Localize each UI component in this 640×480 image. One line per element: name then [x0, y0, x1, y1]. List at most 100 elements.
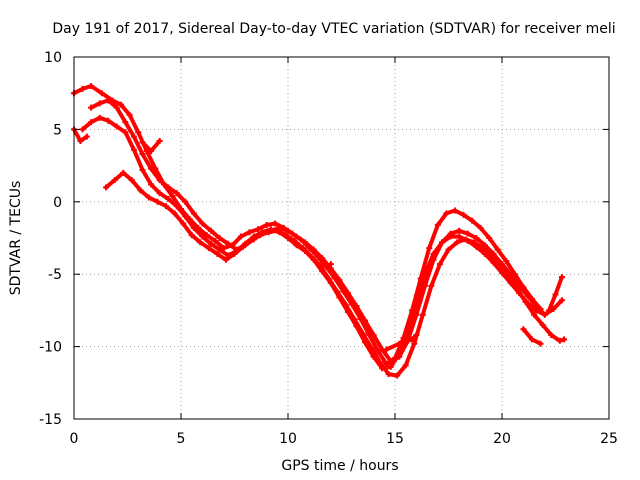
data-point — [139, 166, 146, 173]
y-axis-label: SDTVAR / TECUs — [8, 181, 24, 296]
data-point — [88, 119, 95, 126]
x-tick-label: 20 — [493, 431, 511, 447]
data-point — [130, 133, 137, 140]
data-point — [561, 336, 568, 343]
data-point — [334, 288, 341, 295]
data-point — [394, 372, 401, 379]
data-point — [473, 235, 480, 241]
data-point — [327, 261, 334, 268]
data-point — [396, 340, 403, 347]
data-point — [207, 227, 214, 234]
data-point — [325, 275, 332, 282]
data-point — [443, 210, 450, 217]
data-point — [137, 187, 144, 194]
data-point — [225, 240, 232, 247]
data-point — [173, 190, 180, 197]
data-point — [464, 230, 471, 237]
data-point — [165, 184, 172, 191]
data-point — [111, 177, 118, 184]
data-point — [558, 297, 565, 304]
x-tick-label: 10 — [279, 431, 297, 447]
data-point — [88, 82, 95, 89]
data-point — [456, 233, 463, 240]
data-point — [293, 233, 300, 240]
data-point — [426, 245, 433, 252]
data-point — [411, 340, 418, 347]
data-point — [282, 232, 289, 239]
data-point — [359, 330, 366, 337]
label-layer: 0 5 10 15 20 25 10 5 0 -5 -10 -15 — [39, 50, 618, 447]
data-point — [462, 236, 469, 243]
data-point — [96, 114, 103, 121]
data-point — [197, 239, 204, 246]
data-point — [319, 255, 326, 262]
data-point — [182, 198, 189, 205]
data-point — [257, 232, 264, 239]
data-point — [272, 220, 279, 227]
data-point — [163, 203, 170, 210]
data-point — [79, 126, 86, 133]
data-point — [96, 100, 103, 107]
data-point — [402, 362, 409, 369]
data-point — [490, 259, 497, 266]
data-point — [528, 336, 535, 343]
data-point — [370, 332, 377, 339]
data-point — [374, 347, 381, 354]
plot-frame — [73, 56, 610, 420]
data-point — [385, 371, 392, 378]
data-point — [541, 311, 548, 318]
data-point — [118, 101, 125, 108]
data-point — [214, 250, 221, 257]
data-point — [454, 239, 461, 246]
data-point — [383, 346, 390, 353]
data-point — [447, 233, 454, 240]
x-tick-label: 15 — [386, 431, 404, 447]
y-tick-label: 10 — [44, 50, 62, 66]
data-point — [156, 137, 163, 144]
data-point — [255, 226, 262, 233]
data-point — [302, 239, 309, 246]
data-point — [344, 290, 351, 297]
data-point — [396, 350, 403, 357]
data-point — [362, 317, 369, 324]
data-point — [88, 104, 95, 111]
data-point — [477, 224, 484, 231]
data-point — [323, 263, 330, 270]
y-tick-label: -15 — [39, 412, 62, 428]
data-point — [471, 239, 478, 246]
data-point — [231, 250, 238, 257]
data-point — [428, 282, 435, 289]
data-point — [285, 227, 291, 234]
data-point — [145, 194, 152, 201]
data-point — [436, 261, 443, 268]
x-tick-label: 0 — [70, 431, 79, 447]
data-point — [222, 256, 229, 263]
data-point — [212, 237, 219, 244]
x-tick-label: 5 — [177, 431, 186, 447]
data-point — [139, 151, 146, 158]
data-point — [165, 195, 172, 202]
data-point — [113, 104, 120, 111]
data-point — [494, 246, 501, 253]
data-point — [558, 274, 565, 281]
data-point — [139, 139, 146, 146]
data-point — [77, 137, 84, 144]
data-point — [409, 336, 416, 343]
series-line-track-1 — [72, 84, 543, 366]
data-point — [156, 177, 163, 184]
data-point — [460, 211, 467, 218]
tick-layer — [73, 56, 610, 420]
data-point — [387, 363, 394, 370]
data-point — [103, 184, 110, 191]
data-point — [130, 146, 137, 153]
data-point — [83, 133, 90, 140]
data-point — [413, 298, 420, 305]
data-point — [486, 235, 493, 241]
data-point — [537, 340, 544, 347]
data-point — [456, 227, 463, 234]
data-point — [148, 148, 155, 155]
grid-layer — [74, 57, 609, 419]
series-line-track-3 — [80, 115, 564, 371]
data-point — [79, 85, 86, 92]
